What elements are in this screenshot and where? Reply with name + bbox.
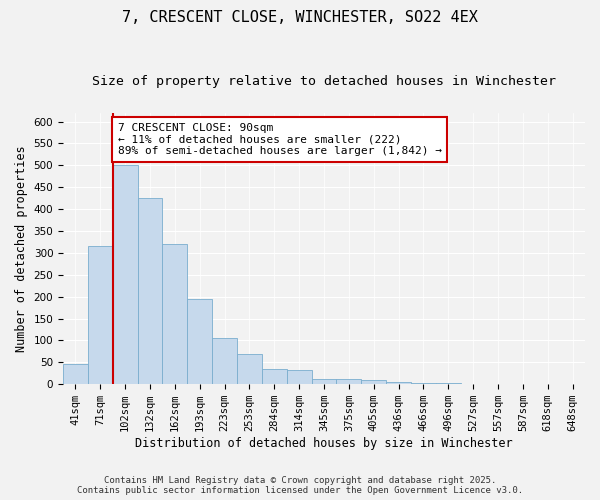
Bar [262,369,287,384]
Bar [337,378,361,384]
Title: Size of property relative to detached houses in Winchester: Size of property relative to detached ho… [92,75,556,88]
Bar [113,166,137,384]
Bar [287,370,311,384]
Bar [212,338,237,384]
Bar [311,378,337,384]
Bar [237,354,262,384]
Bar [386,382,411,384]
X-axis label: Distribution of detached houses by size in Winchester: Distribution of detached houses by size … [135,437,513,450]
Bar [137,198,163,384]
Bar [187,299,212,384]
Y-axis label: Number of detached properties: Number of detached properties [15,145,28,352]
Bar [63,364,88,384]
Bar [163,244,187,384]
Text: 7, CRESCENT CLOSE, WINCHESTER, SO22 4EX: 7, CRESCENT CLOSE, WINCHESTER, SO22 4EX [122,10,478,25]
Bar [361,380,386,384]
Text: Contains HM Land Registry data © Crown copyright and database right 2025.
Contai: Contains HM Land Registry data © Crown c… [77,476,523,495]
Bar [411,383,436,384]
Bar [88,246,113,384]
Text: 7 CRESCENT CLOSE: 90sqm
← 11% of detached houses are smaller (222)
89% of semi-d: 7 CRESCENT CLOSE: 90sqm ← 11% of detache… [118,123,442,156]
